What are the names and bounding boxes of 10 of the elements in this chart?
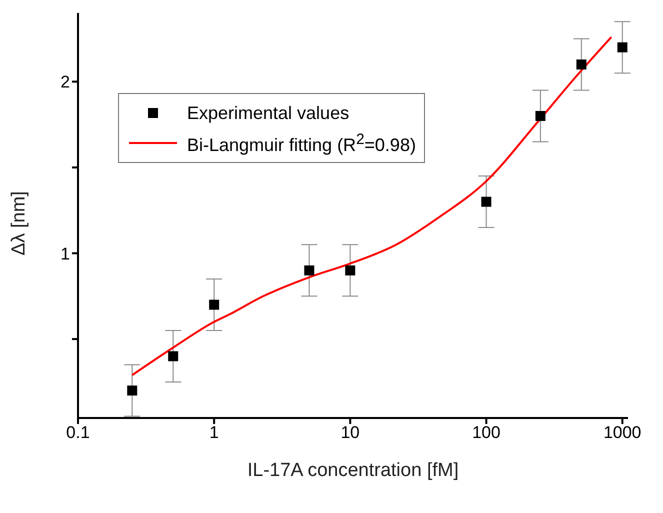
x-tick-label: 1000	[603, 423, 642, 442]
x-tick-label: 1	[209, 423, 219, 442]
legend-label: Bi-Langmuir fitting (R$^{2}$=0.98)	[187, 130, 416, 156]
y-tick-label: 2	[60, 72, 70, 92]
y-axis-title: Δλ [nm]	[8, 191, 30, 256]
x-axis-title: IL-17A concentration [fM]	[247, 460, 459, 481]
x-tick-label: 10	[340, 423, 360, 442]
legend-label: Experimental values	[187, 102, 350, 124]
x-tick-label: 0.1	[66, 423, 90, 442]
x-tick-label: 100	[472, 423, 500, 442]
